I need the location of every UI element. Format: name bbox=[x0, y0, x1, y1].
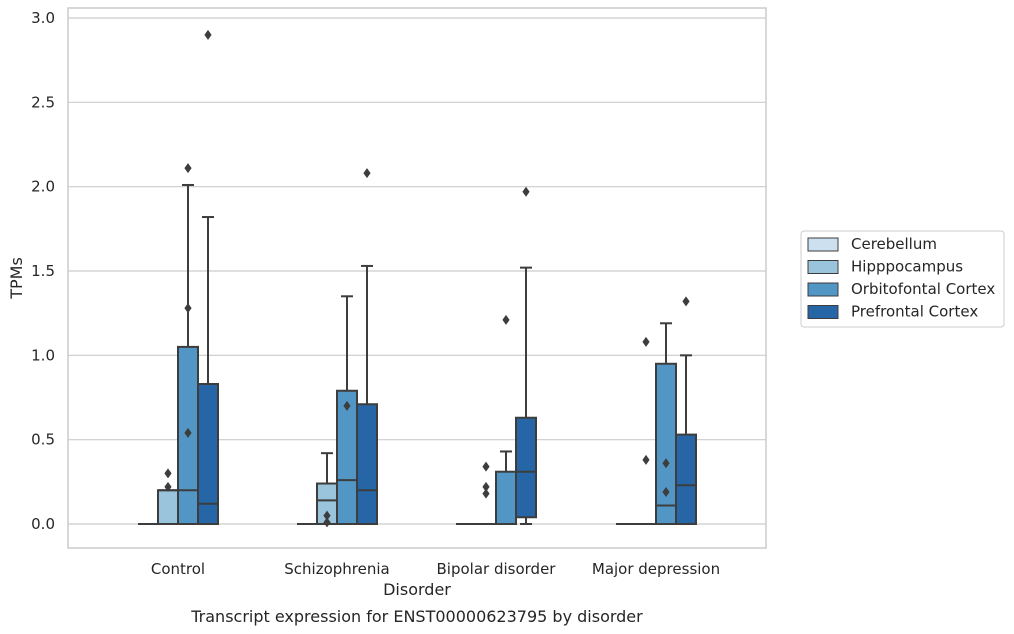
outlier-point bbox=[363, 168, 371, 179]
box-0-2 bbox=[177, 163, 199, 525]
box-1-2 bbox=[336, 295, 358, 525]
box-iqr bbox=[157, 489, 179, 525]
box-iqr bbox=[675, 433, 697, 525]
box-2-2 bbox=[495, 314, 517, 526]
box-3-1 bbox=[636, 336, 656, 525]
figure-caption: Transcript expression for ENST0000062379… bbox=[190, 607, 643, 626]
legend-entry: Hipppocampus bbox=[851, 258, 963, 276]
box-iqr bbox=[356, 403, 378, 526]
y-tick-label: 2.0 bbox=[31, 178, 55, 196]
outlier-point bbox=[323, 517, 331, 528]
legend-entry: Prefrontal Cortex bbox=[851, 303, 978, 321]
outlier-point bbox=[642, 336, 650, 347]
box-3-2 bbox=[655, 322, 677, 525]
box-iqr bbox=[197, 383, 219, 525]
y-tick-label: 1.5 bbox=[31, 262, 55, 280]
legend-swatch bbox=[807, 305, 839, 319]
legend-entry: Orbitofontal Cortex bbox=[851, 280, 995, 298]
legend-frame bbox=[800, 230, 1005, 328]
y-tick-labels: 0.0 0.5 1.0 1.5 2.0 2.5 3.0 bbox=[31, 9, 55, 533]
outlier-point bbox=[184, 303, 192, 314]
x-axis-label: Disorder bbox=[383, 580, 451, 599]
y-axis-label: TPMs bbox=[7, 257, 26, 300]
x-tick-label: Control bbox=[151, 560, 205, 578]
outlier-point bbox=[343, 400, 351, 411]
y-tick-label: 1.0 bbox=[31, 346, 55, 364]
outlier-point bbox=[642, 454, 650, 465]
outlier-point bbox=[323, 510, 331, 521]
box-3-3 bbox=[675, 296, 697, 525]
outlier-point bbox=[164, 468, 172, 479]
outlier-point bbox=[482, 481, 490, 492]
box-2-1 bbox=[476, 461, 496, 525]
box-iqr bbox=[655, 362, 677, 525]
box-0-3 bbox=[197, 29, 219, 525]
outlier-point bbox=[502, 314, 510, 325]
legend-swatch bbox=[807, 282, 839, 297]
y-tick-label: 2.5 bbox=[31, 93, 55, 111]
outlier-point bbox=[522, 186, 530, 197]
outlier-point bbox=[482, 488, 490, 499]
outlier-point bbox=[482, 461, 490, 472]
y-tick-label: 3.0 bbox=[31, 9, 55, 27]
box-2-3 bbox=[515, 186, 537, 525]
box-iqr bbox=[495, 470, 517, 526]
outlier-point bbox=[164, 481, 172, 492]
x-tick-labels: Control Schizophrenia Bipolar disorder Majo… bbox=[151, 560, 720, 578]
box-1-3 bbox=[356, 168, 378, 526]
legend-swatch bbox=[807, 260, 839, 274]
outlier-point bbox=[184, 427, 192, 438]
y-tick-label: 0.0 bbox=[31, 515, 55, 533]
outlier-point bbox=[184, 163, 192, 174]
y-tick-label: 0.5 bbox=[31, 431, 55, 449]
x-tick-label: Bipolar disorder bbox=[437, 560, 557, 578]
box-1-1 bbox=[316, 452, 338, 528]
legend-entry: Cerebellum bbox=[851, 235, 937, 253]
box-0-1 bbox=[157, 468, 179, 525]
outlier-point bbox=[662, 458, 670, 469]
outlier-point bbox=[204, 29, 212, 40]
box-iqr bbox=[515, 416, 537, 519]
legend-swatch bbox=[807, 237, 839, 252]
legend: Cerebellum Hipppocampus Orbitofontal Corte… bbox=[800, 230, 1005, 328]
x-tick-label: Major depression bbox=[592, 560, 720, 578]
plot-frame bbox=[67, 7, 767, 549]
box-groups bbox=[138, 29, 697, 528]
x-tick-label: Schizophrenia bbox=[284, 560, 389, 578]
outlier-point bbox=[682, 296, 690, 307]
outlier-point bbox=[662, 486, 670, 497]
